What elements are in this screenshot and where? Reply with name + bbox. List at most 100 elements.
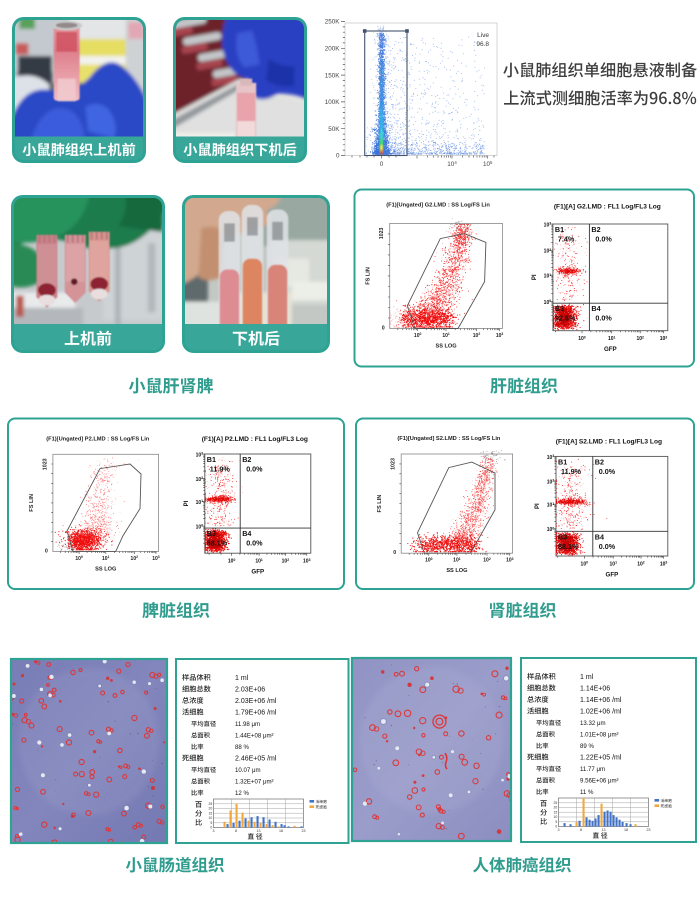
svg-text:105: 105 (483, 160, 493, 168)
svg-text:1.32E+07 μm²: 1.32E+07 μm² (235, 779, 274, 786)
svg-text:SS LOG: SS LOG (446, 568, 467, 574)
svg-text:103: 103 (506, 557, 514, 564)
svg-text:1023: 1023 (42, 458, 48, 470)
svg-text:101: 101 (608, 335, 616, 342)
svg-text:102: 102 (547, 479, 555, 486)
svg-text:103: 103 (660, 335, 668, 342)
svg-text:0.0%: 0.0% (595, 314, 612, 323)
svg-text:10: 10 (554, 815, 558, 819)
svg-text:PI: PI (535, 503, 541, 509)
svg-text:B1: B1 (207, 455, 216, 464)
svg-text:3: 3 (213, 829, 215, 833)
svg-text:88.1%: 88.1% (558, 542, 579, 551)
svg-text:100: 100 (414, 332, 422, 339)
svg-text:100: 100 (547, 526, 555, 533)
svg-text:18: 18 (624, 828, 628, 832)
svg-text:100: 100 (581, 561, 589, 568)
svg-text:Live: Live (477, 32, 489, 39)
svg-text:1.79E+06 /ml: 1.79E+06 /ml (235, 710, 277, 717)
svg-text:1 ml: 1 ml (580, 674, 594, 681)
svg-text:150K: 150K (325, 72, 341, 79)
svg-text:250K: 250K (325, 19, 341, 26)
svg-text:(F1)[A] S2.LMD : FL1 Log/FL3 L: (F1)[A] S2.LMD : FL1 Log/FL3 Log (556, 438, 662, 445)
svg-text:0: 0 (336, 153, 340, 160)
svg-text:B1: B1 (558, 457, 567, 466)
svg-text:103: 103 (547, 454, 555, 461)
svg-text:0.0%: 0.0% (599, 542, 616, 551)
svg-text:101: 101 (255, 558, 263, 565)
svg-text:89 %: 89 % (580, 743, 594, 750)
svg-text:101: 101 (442, 332, 450, 339)
svg-text:0.0%: 0.0% (246, 539, 263, 548)
svg-text:B3: B3 (555, 304, 564, 313)
svg-text:B2: B2 (242, 455, 251, 464)
svg-text:2.03E+06 /ml: 2.03E+06 /ml (235, 698, 277, 705)
svg-text:B4: B4 (595, 532, 604, 541)
svg-text:10.07 μm: 10.07 μm (235, 767, 261, 774)
svg-text:102: 102 (131, 555, 139, 562)
svg-text:0: 0 (380, 161, 384, 168)
svg-text:5: 5 (555, 820, 557, 824)
svg-text:100: 100 (425, 557, 433, 564)
svg-text:102: 102 (637, 561, 645, 568)
svg-text:1023: 1023 (391, 458, 397, 470)
svg-text:B2: B2 (591, 225, 600, 234)
svg-text:104: 104 (447, 160, 457, 168)
svg-text:(F1)[A] G2.LMD : FL1 Log/FL3 L: (F1)[A] G2.LMD : FL1 Log/FL3 Log (554, 204, 661, 211)
svg-text:PI: PI (184, 500, 190, 506)
svg-text:GFP: GFP (606, 572, 619, 579)
svg-text:20: 20 (209, 807, 213, 811)
svg-text:8: 8 (580, 828, 582, 832)
svg-text:0: 0 (210, 826, 212, 830)
svg-text:101: 101 (544, 273, 552, 280)
svg-text:100: 100 (196, 524, 204, 531)
svg-text:B4: B4 (242, 529, 251, 538)
svg-text:(F1)[A] P2.LMD : FL1 Log/FL3 L: (F1)[A] P2.LMD : FL1 Log/FL3 Log (202, 436, 308, 443)
svg-text:100: 100 (578, 335, 586, 342)
svg-text:100K: 100K (325, 99, 341, 106)
svg-text:100: 100 (75, 555, 83, 562)
svg-text:20: 20 (554, 806, 558, 810)
svg-text:SS LOG: SS LOG (95, 566, 116, 572)
svg-text:3: 3 (558, 828, 560, 832)
svg-text:92.6%: 92.6% (555, 314, 576, 323)
svg-text:(F1)[Ungated] G2.LMD : SS Log/: (F1)[Ungated] G2.LMD : SS Log/FS Lin (386, 202, 490, 208)
svg-text:1.44E+08 μm²: 1.44E+08 μm² (235, 733, 274, 740)
svg-text:1023: 1023 (379, 227, 385, 239)
svg-text:B3: B3 (558, 532, 567, 541)
svg-text:5: 5 (210, 821, 212, 825)
svg-text:0: 0 (45, 548, 48, 554)
svg-text:B3: B3 (207, 529, 216, 538)
svg-text:102: 102 (483, 557, 491, 564)
svg-text:102: 102 (282, 558, 290, 565)
svg-text:1.22E+05 /ml: 1.22E+05 /ml (580, 755, 622, 762)
svg-text:2.46E+05 /ml: 2.46E+05 /ml (235, 756, 277, 763)
svg-text:8: 8 (235, 829, 237, 833)
svg-text:0: 0 (393, 550, 396, 556)
svg-text:12 %: 12 % (235, 790, 249, 797)
svg-text:1 ml: 1 ml (235, 675, 249, 682)
svg-text:(F1)[Ungated] S2.LMD : SS Log/: (F1)[Ungated] S2.LMD : SS Log/FS Lin (397, 436, 501, 442)
svg-text:11.9%: 11.9% (561, 467, 582, 476)
svg-text:102: 102 (636, 335, 644, 342)
svg-text:B1: B1 (555, 225, 564, 234)
svg-text:101: 101 (453, 557, 461, 564)
svg-text:GFP: GFP (604, 346, 617, 353)
svg-text:101: 101 (196, 499, 204, 506)
svg-text:FS LIN: FS LIN (377, 495, 383, 513)
svg-text:GFP: GFP (251, 569, 264, 576)
svg-text:1.02E+06 /ml: 1.02E+06 /ml (580, 709, 622, 716)
svg-text:15: 15 (209, 811, 213, 815)
svg-text:101: 101 (547, 502, 555, 509)
svg-text:103: 103 (544, 222, 552, 229)
svg-text:13: 13 (257, 829, 261, 833)
svg-text:1.14E+06 /ml: 1.14E+06 /ml (580, 697, 622, 704)
svg-text:103: 103 (660, 561, 668, 568)
svg-text:1.01E+08 μm²: 1.01E+08 μm² (580, 732, 619, 739)
svg-text:11.9%: 11.9% (210, 465, 231, 474)
svg-text:23: 23 (647, 828, 651, 832)
svg-text:SS LOG: SS LOG (435, 344, 456, 350)
svg-text:103: 103 (196, 452, 204, 459)
svg-text:25: 25 (554, 801, 558, 805)
svg-text:7.4%: 7.4% (558, 235, 575, 244)
